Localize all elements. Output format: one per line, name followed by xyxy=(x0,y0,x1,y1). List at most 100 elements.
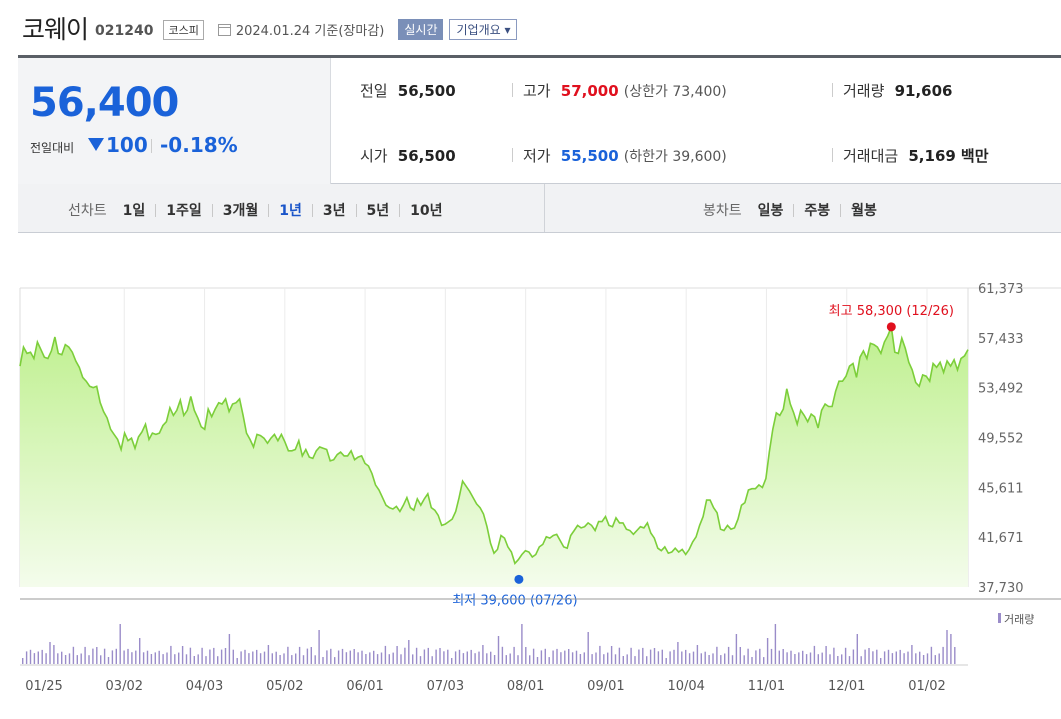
volume-bar xyxy=(49,642,51,664)
volume-bar xyxy=(622,656,624,664)
volume-bar xyxy=(349,650,351,664)
candle-monthly[interactable]: 월봉 xyxy=(851,203,877,219)
volume-bar xyxy=(170,645,172,664)
volume-bar xyxy=(646,656,648,664)
volume-bar xyxy=(759,648,761,664)
max-price-label: 최고 58,300 (12/26) xyxy=(829,304,954,319)
period-separator xyxy=(311,203,313,217)
volume-bar xyxy=(322,657,324,664)
volume-bar xyxy=(579,654,582,664)
volume-bar xyxy=(774,624,777,664)
volume-bar xyxy=(22,658,24,664)
volume-bar xyxy=(33,653,36,664)
period-separator xyxy=(268,203,270,217)
volume-bar xyxy=(864,649,866,664)
volume-bar xyxy=(556,648,558,664)
volume-bar xyxy=(922,655,925,664)
company-info-dropdown[interactable]: 기업개요 ▾ xyxy=(449,19,518,40)
volume-bar xyxy=(868,648,870,664)
candle-weekly[interactable]: 주봉 xyxy=(804,203,831,219)
volume-bar xyxy=(201,647,203,664)
volume-bar xyxy=(178,652,180,664)
volume-bar xyxy=(217,656,219,664)
period-3m[interactable]: 3개월 xyxy=(222,203,259,219)
volume-bar xyxy=(37,651,39,664)
candle-daily[interactable]: 일봉 xyxy=(757,203,784,219)
open-label: 시가 xyxy=(360,147,388,165)
volume-bar xyxy=(326,650,328,664)
volume-bar xyxy=(115,648,117,664)
change-value: 100 xyxy=(106,133,148,157)
volume-bar xyxy=(747,648,749,664)
volume-bar xyxy=(447,649,449,664)
x-tick-label: 10/04 xyxy=(667,679,704,694)
stat-separator xyxy=(512,83,513,97)
min-price-marker xyxy=(514,574,524,584)
min-price-label: 최저 39,600 (07/26) xyxy=(452,593,577,608)
volume-bar xyxy=(337,650,340,664)
high-stat: 고가 57,000 (상한가 73,400) xyxy=(523,80,727,101)
volume-bar xyxy=(751,657,753,664)
volume-bar xyxy=(669,651,671,664)
volume-bar xyxy=(224,648,227,664)
volume-bar xyxy=(501,646,504,664)
volume-bar xyxy=(76,655,78,664)
volume-bar xyxy=(330,648,332,664)
period-10y[interactable]: 10년 xyxy=(410,203,443,219)
period-1w[interactable]: 1주일 xyxy=(166,203,202,219)
volume-bar xyxy=(856,634,858,664)
volume-bar xyxy=(295,653,297,664)
volume-bar xyxy=(880,658,882,664)
volume-bar xyxy=(341,648,344,664)
volume-bar xyxy=(895,651,897,664)
period-3y[interactable]: 3년 xyxy=(322,203,346,219)
volume-bar xyxy=(903,653,905,664)
high-value: 57,000 xyxy=(560,82,619,100)
volume-bar xyxy=(139,638,141,664)
volume-bar xyxy=(462,653,465,664)
volume-bar xyxy=(123,650,125,664)
volume-bar xyxy=(287,646,289,664)
realtime-button[interactable]: 실시간 xyxy=(398,19,444,40)
volume-bar xyxy=(451,658,453,664)
candle-chart-periods: 봉차트 일봉 주봉 월봉 xyxy=(703,200,877,220)
volume-bar xyxy=(852,649,855,664)
volume-bar xyxy=(763,657,765,664)
volume-bar xyxy=(396,646,398,664)
volume-bar xyxy=(220,649,223,664)
volume-bar xyxy=(657,651,660,664)
upper-limit: (상한가 73,400) xyxy=(623,84,727,100)
volume-bar xyxy=(907,651,909,664)
y-tick-label: 61,373 xyxy=(978,282,1024,297)
volume-bar xyxy=(119,624,121,664)
volume-bar xyxy=(634,656,636,664)
period-1y[interactable]: 1년 xyxy=(279,203,302,219)
volume-bar xyxy=(345,652,348,664)
volume-bar xyxy=(248,653,250,664)
volume-bar xyxy=(844,647,847,664)
volume-bar xyxy=(291,655,293,664)
volume-bar xyxy=(626,654,628,664)
period-5y[interactable]: 5년 xyxy=(366,203,390,219)
volume-bar xyxy=(876,649,878,664)
volume-bar xyxy=(930,646,933,664)
volume-bar xyxy=(146,650,149,664)
volume-bar xyxy=(575,650,578,664)
volume-bar xyxy=(474,653,476,664)
change-separator xyxy=(151,139,152,153)
open-stat: 시가 56,500 xyxy=(360,145,456,166)
volume-bar xyxy=(84,646,86,664)
volume-bar xyxy=(244,649,246,664)
volume-bar xyxy=(599,645,601,664)
volume-bar xyxy=(353,649,355,664)
y-tick-label: 41,671 xyxy=(978,531,1024,546)
volume-bar xyxy=(837,656,839,664)
volume-bar xyxy=(213,647,215,664)
volume-bar xyxy=(103,648,106,664)
period-1d[interactable]: 1일 xyxy=(122,203,146,219)
volume-bar xyxy=(731,655,734,664)
volume-stat: 거래량 91,606 xyxy=(843,80,952,101)
volume-bar xyxy=(782,649,784,664)
volume-bar xyxy=(271,653,273,664)
volume-bar xyxy=(532,648,535,664)
